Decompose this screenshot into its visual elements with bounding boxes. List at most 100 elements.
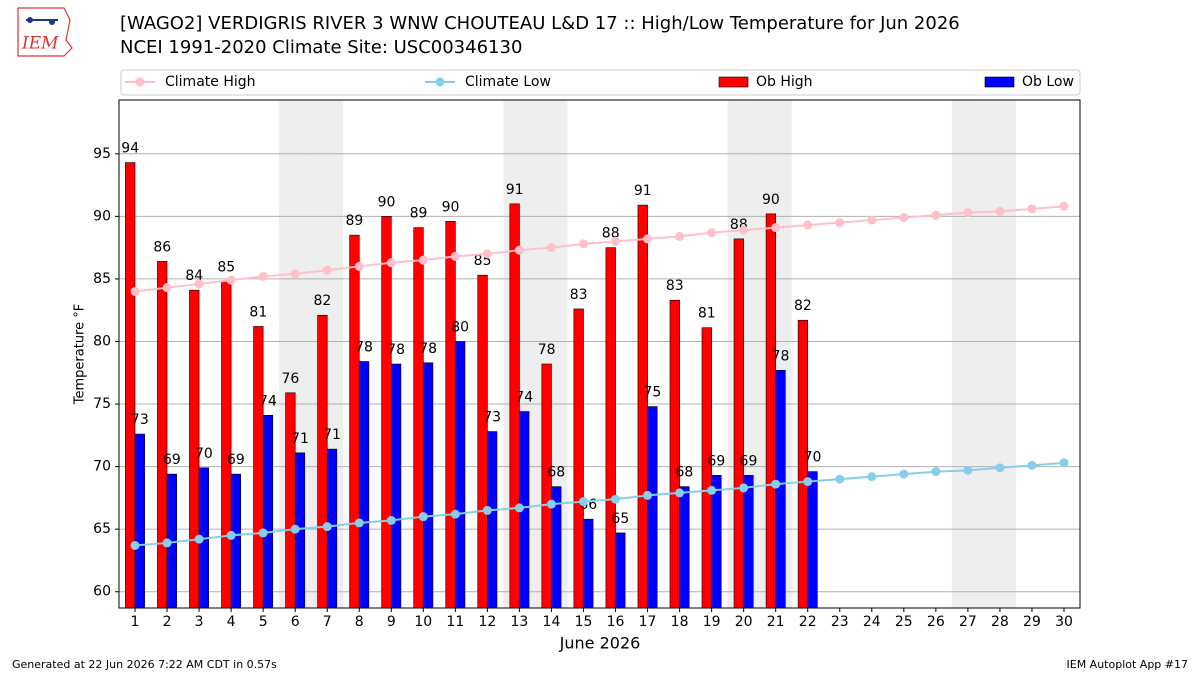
logo: IEM xyxy=(17,7,73,57)
data-label: 83 xyxy=(666,278,684,294)
x-tick-label: 10 xyxy=(414,614,432,630)
data-label: 90 xyxy=(762,192,780,208)
weekend-shade xyxy=(983,100,1016,608)
y-axis-label: Temperature °F xyxy=(73,304,88,405)
data-label: 82 xyxy=(313,293,331,309)
bar xyxy=(487,431,498,609)
data-label: 73 xyxy=(483,410,501,426)
legend-label: Climate High xyxy=(165,74,256,90)
x-tick-label: 25 xyxy=(895,614,913,630)
y-tick-label: 60 xyxy=(93,584,111,600)
point xyxy=(130,286,140,296)
x-axis-label: June 2026 xyxy=(559,634,641,653)
bar xyxy=(775,369,786,609)
x-tick-label: 1 xyxy=(131,614,140,630)
point xyxy=(771,223,781,233)
x-tick-label: 11 xyxy=(446,614,464,630)
legend-label: Ob Low xyxy=(1022,74,1074,90)
line xyxy=(134,461,1065,547)
x-tick-label: 13 xyxy=(511,614,529,630)
point xyxy=(739,225,749,235)
data-label: 73 xyxy=(131,412,149,428)
bar xyxy=(733,238,744,609)
data-label: 78 xyxy=(419,341,437,357)
bar xyxy=(221,281,232,609)
bar xyxy=(381,216,392,609)
bar xyxy=(358,361,370,609)
bar xyxy=(157,261,168,609)
y-tick-label: 95 xyxy=(93,146,111,162)
legend-swatch xyxy=(984,76,1015,88)
x-tick-label: 16 xyxy=(607,614,625,630)
data-label: 74 xyxy=(259,393,277,409)
line xyxy=(134,205,1065,293)
data-label: 74 xyxy=(515,390,533,406)
point xyxy=(931,210,941,220)
legend-marker xyxy=(435,77,445,87)
legend-swatch xyxy=(718,76,749,88)
data-label: 71 xyxy=(323,427,341,443)
point xyxy=(1059,201,1069,211)
y-tick-label: 85 xyxy=(93,271,111,287)
data-label: 69 xyxy=(227,452,245,468)
point xyxy=(482,249,492,259)
point xyxy=(226,530,236,540)
bar xyxy=(605,247,616,609)
point xyxy=(162,283,172,293)
x-tick-label: 21 xyxy=(767,614,785,630)
y-tick-label: 75 xyxy=(93,396,111,412)
data-label: 81 xyxy=(249,304,267,320)
data-label: 69 xyxy=(708,453,726,469)
bar xyxy=(445,221,456,609)
data-label: 89 xyxy=(410,206,428,222)
point xyxy=(867,215,877,225)
bar xyxy=(807,471,818,609)
chart-subtitle: NCEI 1991-2020 Climate Site: USC00346130 xyxy=(120,37,522,58)
bar xyxy=(253,326,264,609)
y-tick-label: 70 xyxy=(93,459,111,475)
bar xyxy=(679,486,690,609)
data-label: 70 xyxy=(195,446,213,462)
data-label: 83 xyxy=(570,287,588,303)
bar xyxy=(262,415,274,609)
point xyxy=(1027,460,1037,470)
logo-dot xyxy=(27,17,33,23)
point xyxy=(995,206,1005,216)
x-tick-label: 28 xyxy=(991,614,1009,630)
data-label: 85 xyxy=(217,259,235,275)
x-tick-label: 6 xyxy=(291,614,300,630)
data-label: 81 xyxy=(698,306,716,322)
x-tick-label: 12 xyxy=(478,614,496,630)
x-tick-label: 8 xyxy=(355,614,364,630)
point xyxy=(1027,204,1037,214)
logo-text: IEM xyxy=(21,34,59,54)
bar xyxy=(390,363,402,609)
point xyxy=(963,465,973,475)
point xyxy=(226,275,236,285)
x-tick-label: 4 xyxy=(227,614,236,630)
data-label: 75 xyxy=(643,385,661,401)
point xyxy=(162,538,172,548)
bar xyxy=(477,274,488,609)
point xyxy=(995,463,1005,473)
point xyxy=(707,485,717,495)
bar xyxy=(637,204,648,609)
bar xyxy=(669,299,680,609)
point xyxy=(675,231,685,241)
point xyxy=(963,208,973,218)
x-tick-label: 23 xyxy=(831,614,849,630)
data-label: 78 xyxy=(772,348,790,364)
point xyxy=(546,243,556,253)
point xyxy=(899,213,909,223)
legend-marker xyxy=(135,77,145,87)
point xyxy=(386,515,396,525)
data-label: 65 xyxy=(611,511,629,527)
data-label: 78 xyxy=(538,342,556,358)
y-tick-label: 80 xyxy=(93,333,111,349)
x-tick-label: 9 xyxy=(387,614,396,630)
point xyxy=(739,483,749,493)
point xyxy=(418,512,428,522)
weekend-shade xyxy=(951,100,984,608)
bar xyxy=(349,234,360,609)
x-tick-label: 19 xyxy=(703,614,721,630)
